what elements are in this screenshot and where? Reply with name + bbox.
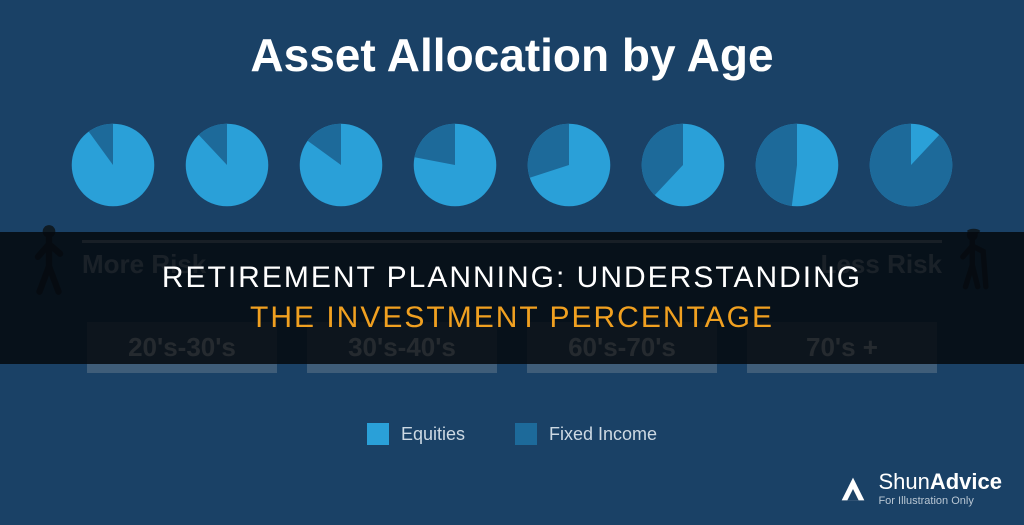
- pie-chart: [526, 122, 612, 208]
- brand-logo-icon: [836, 472, 870, 506]
- legend-item: Equities: [367, 423, 465, 445]
- legend-label: Fixed Income: [549, 424, 657, 445]
- brand-name-2: Advice: [930, 469, 1002, 494]
- brand-name-1: Shun: [878, 469, 929, 494]
- overlay-line-1: RETIREMENT PLANNING: UNDERSTANDING: [162, 261, 862, 295]
- pie-chart: [184, 122, 270, 208]
- legend-swatch: [515, 423, 537, 445]
- legend: Equities Fixed Income: [0, 423, 1024, 445]
- pie-row: [0, 122, 1024, 208]
- pie-chart: [640, 122, 726, 208]
- legend-item: Fixed Income: [515, 423, 657, 445]
- pie-chart: [754, 122, 840, 208]
- pie-chart: [868, 122, 954, 208]
- legend-label: Equities: [401, 424, 465, 445]
- pie-chart: [412, 122, 498, 208]
- overlay-banner: RETIREMENT PLANNING: UNDERSTANDING THE I…: [0, 232, 1024, 364]
- brand-footnote: For Illustration Only: [878, 495, 1002, 507]
- overlay-line-2: THE INVESTMENT PERCENTAGE: [250, 301, 774, 335]
- legend-swatch: [367, 423, 389, 445]
- pie-chart: [298, 122, 384, 208]
- pie-chart: [70, 122, 156, 208]
- brand-badge: ShunAdvice For Illustration Only: [836, 471, 1002, 507]
- page-title: Asset Allocation by Age: [0, 0, 1024, 82]
